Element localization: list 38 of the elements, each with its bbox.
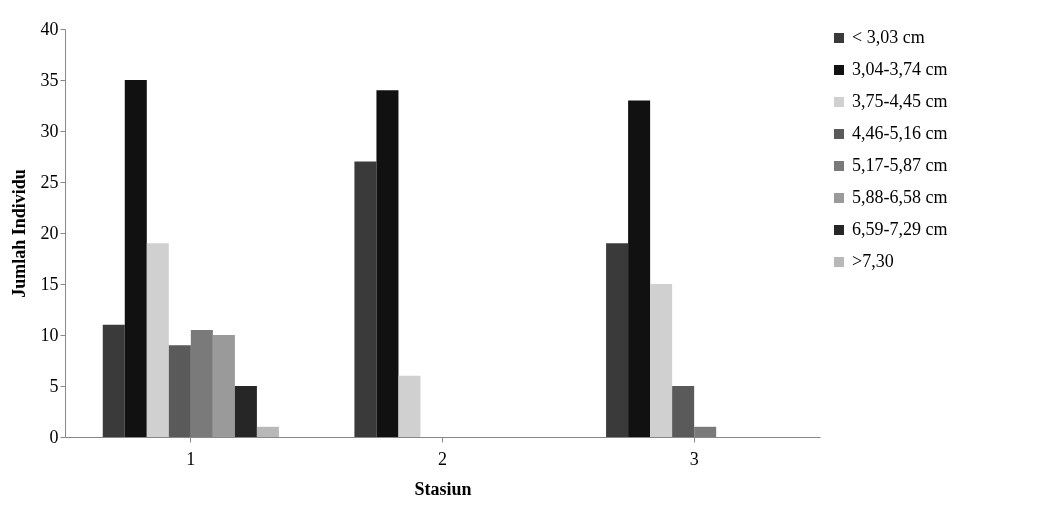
y-tick-label: 30 (40, 120, 59, 141)
legend-label: >7,30 (852, 251, 894, 271)
x-axis-title: Stasiun (414, 478, 472, 499)
legend-label: 6,59-7,29 cm (852, 219, 948, 239)
legend-label: < 3,03 cm (852, 27, 925, 47)
y-tick-label: 40 (40, 18, 59, 39)
bar (234, 386, 257, 437)
x-tick-label: 3 (689, 448, 699, 469)
bar (650, 284, 673, 437)
y-tick-label: 5 (49, 375, 59, 396)
bar (146, 243, 169, 437)
legend-label: 3,75-4,45 cm (852, 91, 948, 111)
bar (398, 375, 421, 437)
legend-label: 5,17-5,87 cm (852, 155, 948, 175)
legend-label: 3,04-3,74 cm (852, 59, 948, 79)
bar (190, 329, 213, 437)
bar (168, 345, 191, 437)
bar (694, 426, 717, 437)
y-tick-label: 10 (40, 324, 59, 345)
bar (606, 243, 629, 437)
y-tick-label: 0 (49, 426, 59, 447)
bar (628, 100, 651, 437)
legend-label: 5,88-6,58 cm (852, 187, 948, 207)
y-tick-label: 15 (40, 273, 59, 294)
x-tick-label: 2 (438, 448, 447, 469)
y-tick-label: 25 (40, 171, 59, 192)
y-tick-label: 20 (40, 222, 59, 243)
bar (212, 335, 235, 437)
bar (672, 386, 695, 437)
bar (102, 324, 125, 437)
y-axis-title: Jumlah Individu (8, 169, 29, 298)
bar (256, 426, 279, 437)
bar (124, 80, 147, 437)
y-tick-label: 35 (40, 69, 59, 90)
bar (354, 161, 377, 437)
legend-label: 4,46-5,16 cm (852, 123, 948, 143)
x-tick-label: 1 (186, 448, 196, 469)
bar (376, 90, 399, 437)
